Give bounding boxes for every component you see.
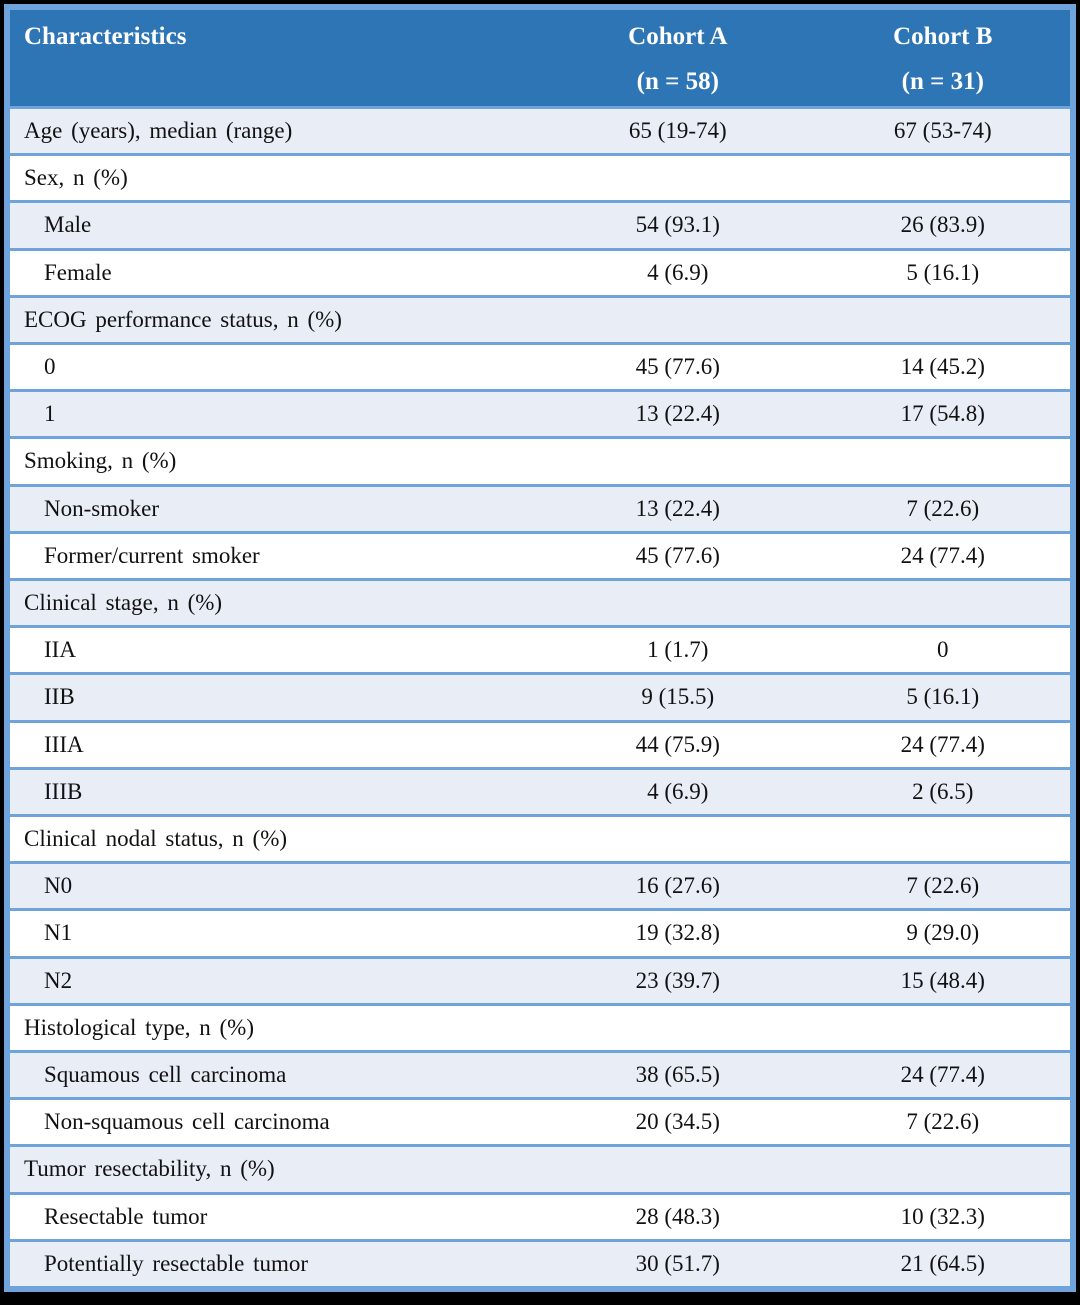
cohort-b-value: 24 (77.4) (900, 1062, 985, 1088)
table-row: Non-squamous cell carcinoma 20 (34.5) 7 … (10, 1097, 1070, 1145)
cohort-a-value: 38 (65.5) (635, 1062, 720, 1088)
row-label: IIIA (44, 731, 84, 757)
table-body: Age (years), median (range) 65 (19-74) 6… (10, 106, 1070, 1286)
table-row: Female 4 (6.9) 5 (16.1) (10, 247, 1070, 295)
cohort-b-value: 14 (45.2) (900, 354, 985, 380)
row-label: Non-squamous cell carcinoma (44, 1109, 330, 1135)
cohort-a-value: 20 (34.5) (635, 1109, 720, 1135)
cohort-a-value: 13 (22.4) (635, 401, 720, 427)
row-label: Clinical stage, n (%) (24, 590, 223, 616)
row-label: Tumor resectability, n (%) (24, 1156, 275, 1182)
cohort-a-value: 30 (51.7) (635, 1250, 720, 1276)
cohort-b-value: 0 (937, 637, 949, 663)
cohort-a-value: 9 (15.5) (641, 684, 715, 710)
row-label: Male (44, 212, 92, 238)
table-row: IIB 9 (15.5) 5 (16.1) (10, 672, 1070, 720)
cohort-b-value: 24 (77.4) (900, 542, 985, 568)
table-row: N2 23 (39.7) 15 (48.4) (10, 955, 1070, 1003)
table-row: Sex, n (%) (10, 153, 1070, 201)
table-row: Smoking, n (%) (10, 436, 1070, 484)
row-label: N2 (44, 967, 73, 993)
header-cohort-a-name: Cohort A (628, 23, 728, 50)
row-label: N0 (44, 873, 73, 899)
cohort-b-value: 17 (54.8) (900, 401, 985, 427)
row-label: ECOG performance status, n (%) (24, 306, 342, 332)
row-label: 1 (44, 401, 56, 427)
cohort-b-value: 7 (22.6) (906, 1109, 980, 1135)
cohort-b-value: 24 (77.4) (900, 731, 985, 757)
header-cohort-b-count: (n = 31) (901, 68, 984, 95)
cohort-b-value: 21 (64.5) (900, 1250, 985, 1276)
table-row: Potentially resectable tumor 30 (51.7) 2… (10, 1238, 1070, 1286)
table-header-row: Characteristics Cohort A (n = 58) Cohort… (10, 10, 1070, 106)
cohort-b-value: 15 (48.4) (900, 967, 985, 993)
table-row: Squamous cell carcinoma 38 (65.5) 24 (77… (10, 1050, 1070, 1098)
header-cohort-b-name: Cohort B (893, 23, 993, 50)
cohort-a-value: 19 (32.8) (635, 920, 720, 946)
cohort-a-value: 13 (22.4) (635, 495, 720, 521)
row-label: Non-smoker (44, 495, 159, 521)
table-row: IIIA 44 (75.9) 24 (77.4) (10, 719, 1070, 767)
row-label: Female (44, 259, 112, 285)
cohort-b-value: 67 (53-74) (893, 118, 992, 144)
cohort-a-value: 28 (48.3) (635, 1203, 720, 1229)
table-row: Age (years), median (range) 65 (19-74) 6… (10, 106, 1070, 154)
row-label: Clinical nodal status, n (%) (24, 826, 288, 852)
table-row: Clinical stage, n (%) (10, 578, 1070, 626)
cohort-b-value: 5 (16.1) (906, 259, 980, 285)
header-cohort-a: Cohort A (n = 58) (540, 23, 816, 96)
row-label: IIB (44, 684, 75, 710)
table-row: 0 45 (77.6) 14 (45.2) (10, 342, 1070, 390)
row-label: Squamous cell carcinoma (44, 1062, 287, 1088)
row-label: N1 (44, 920, 73, 946)
table-row: Non-smoker 13 (22.4) 7 (22.6) (10, 483, 1070, 531)
row-label: Potentially resectable tumor (44, 1250, 309, 1276)
table-row: ECOG performance status, n (%) (10, 294, 1070, 342)
cohort-b-value: 26 (83.9) (900, 212, 985, 238)
row-label: Smoking, n (%) (24, 448, 177, 474)
cohort-a-value: 4 (6.9) (647, 778, 709, 804)
cohort-a-value: 45 (77.6) (635, 354, 720, 380)
table-row: Former/current smoker 45 (77.6) 24 (77.4… (10, 530, 1070, 578)
cohort-a-value: 16 (27.6) (635, 873, 720, 899)
cohort-b-value: 2 (6.5) (912, 778, 974, 804)
table-row: N1 19 (32.8) 9 (29.0) (10, 908, 1070, 956)
row-label: IIIB (44, 778, 83, 804)
cohort-b-value: 10 (32.3) (900, 1203, 985, 1229)
row-label: Histological type, n (%) (24, 1014, 255, 1040)
cohort-b-value: 5 (16.1) (906, 684, 980, 710)
row-label: Former/current smoker (44, 542, 260, 568)
row-label: IIA (44, 637, 76, 663)
header-characteristics: Characteristics (24, 23, 187, 50)
cohort-a-value: 44 (75.9) (635, 731, 720, 757)
table-row: IIA 1 (1.7) 0 (10, 625, 1070, 673)
row-label: Sex, n (%) (24, 165, 128, 191)
row-label: Resectable tumor (44, 1203, 208, 1229)
patient-characteristics-table: Characteristics Cohort A (n = 58) Cohort… (4, 4, 1076, 1292)
cohort-b-value: 9 (29.0) (906, 920, 980, 946)
row-label: Age (years), median (range) (24, 118, 293, 144)
cohort-b-value: 7 (22.6) (906, 495, 980, 521)
header-cohort-a-count: (n = 58) (636, 68, 719, 95)
table-row: Male 54 (93.1) 26 (83.9) (10, 200, 1070, 248)
table-row: Tumor resectability, n (%) (10, 1144, 1070, 1192)
table-row: N0 16 (27.6) 7 (22.6) (10, 861, 1070, 909)
cohort-a-value: 23 (39.7) (635, 967, 720, 993)
cohort-a-value: 4 (6.9) (647, 259, 709, 285)
cohort-a-value: 65 (19-74) (628, 118, 727, 144)
row-label: 0 (44, 354, 56, 380)
table-row: 1 13 (22.4) 17 (54.8) (10, 389, 1070, 437)
table-row: Histological type, n (%) (10, 1002, 1070, 1050)
header-cohort-b: Cohort B (n = 31) (816, 23, 1070, 96)
cohort-b-value: 7 (22.6) (906, 873, 980, 899)
cohort-a-value: 45 (77.6) (635, 542, 720, 568)
cohort-a-value: 1 (1.7) (647, 637, 709, 663)
cohort-a-value: 54 (93.1) (635, 212, 720, 238)
table-row: Resectable tumor 28 (48.3) 10 (32.3) (10, 1191, 1070, 1239)
table-row: Clinical nodal status, n (%) (10, 814, 1070, 862)
table-row: IIIB 4 (6.9) 2 (6.5) (10, 766, 1070, 814)
